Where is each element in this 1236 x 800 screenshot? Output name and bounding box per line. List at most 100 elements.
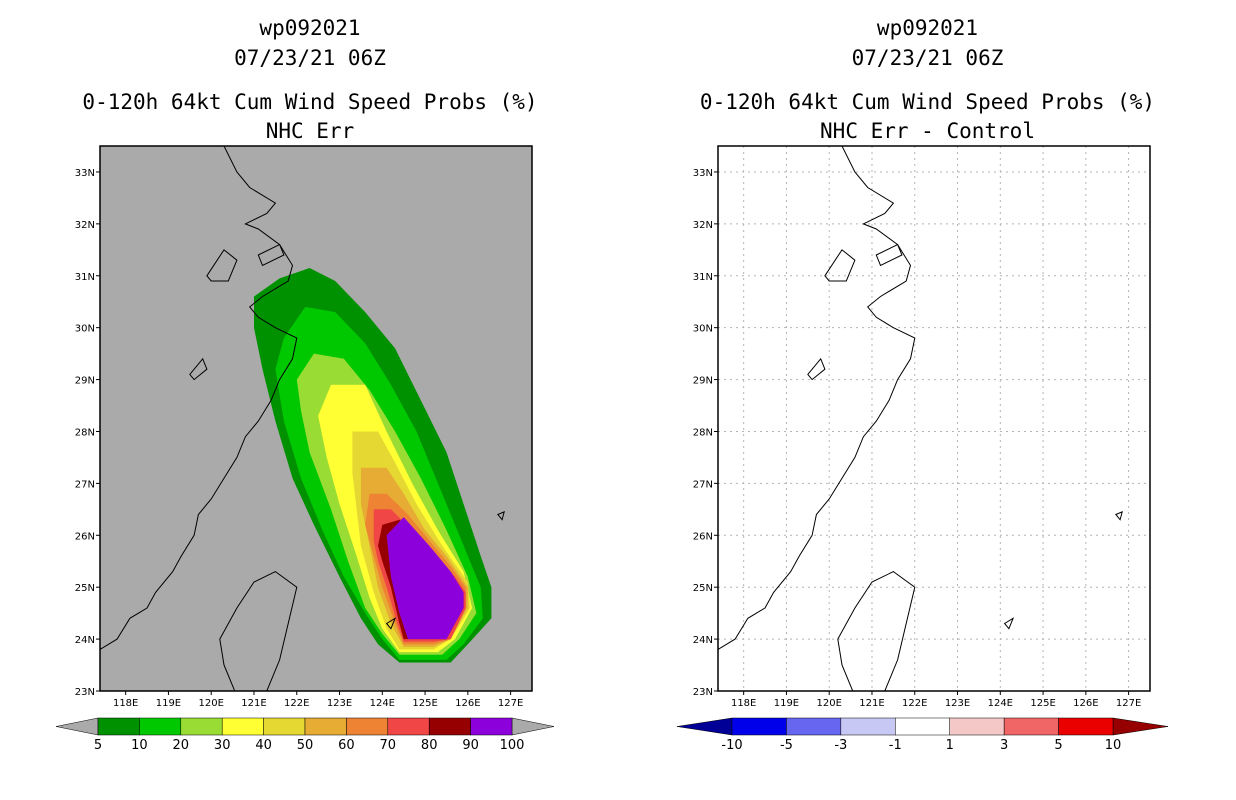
colorbar-swatch bbox=[895, 717, 950, 736]
colorbar-label: -3 bbox=[834, 738, 847, 753]
y-tick-label: 33N bbox=[75, 168, 95, 179]
lake-outline bbox=[206, 249, 238, 282]
y-tick-label: 29N bbox=[693, 376, 713, 387]
colorbar-label: 80 bbox=[421, 738, 438, 753]
y-tick-label: 27N bbox=[693, 479, 713, 490]
y-tick-label: 29N bbox=[75, 376, 95, 387]
x-tick-label: 119E bbox=[156, 698, 181, 709]
colorbar-swatch bbox=[263, 717, 306, 736]
left-title-line-4: NHC Err bbox=[265, 119, 355, 143]
colorbar-label: 70 bbox=[380, 738, 397, 753]
colorbar-label: -10 bbox=[721, 738, 742, 753]
x-tick-label: 126E bbox=[455, 698, 480, 709]
colorbar-label: 10 bbox=[131, 738, 148, 753]
left-title-line-2: 07/23/21 06Z bbox=[234, 46, 386, 70]
y-tick-label: 30N bbox=[75, 324, 95, 335]
y-tick-label: 23N bbox=[75, 687, 95, 698]
colorbar-swatch bbox=[470, 717, 513, 736]
colorbar-label: -1 bbox=[889, 738, 902, 753]
colorbar-right-arrow bbox=[1112, 717, 1169, 736]
x-tick-label: 122E bbox=[902, 698, 927, 709]
left-title-line-1: wp092021 bbox=[259, 16, 361, 40]
y-tick-label: 31N bbox=[693, 272, 713, 283]
colorbar-swatch bbox=[840, 717, 896, 736]
x-tick-label: 118E bbox=[113, 698, 138, 709]
colorbar-label: 20 bbox=[173, 738, 190, 753]
colorbar-label: -5 bbox=[780, 738, 793, 753]
colorbar-swatch bbox=[387, 717, 430, 736]
colorbar-label: 10 bbox=[1105, 738, 1122, 753]
island-outline bbox=[1003, 617, 1015, 630]
taiwan-coastline bbox=[219, 571, 298, 691]
y-tick-label: 24N bbox=[75, 635, 95, 646]
x-tick-label: 127E bbox=[498, 698, 523, 709]
chongming-island bbox=[257, 243, 285, 267]
colorbar-left-arrow bbox=[676, 717, 733, 736]
colorbar-swatch bbox=[1003, 717, 1059, 736]
colorbar-label: 40 bbox=[255, 738, 272, 753]
left-colorbar: 5 10 20 30 40 50 60 70 80 90 100 bbox=[55, 717, 555, 753]
colorbar-label: 100 bbox=[500, 738, 525, 753]
map-frame bbox=[717, 145, 1151, 692]
colorbar-swatch bbox=[786, 717, 842, 736]
x-tick-label: 120E bbox=[199, 698, 224, 709]
colorbar-label: 30 bbox=[214, 738, 231, 753]
lake-outline-small bbox=[189, 357, 208, 381]
x-tick-label: 125E bbox=[412, 698, 437, 709]
colorbar-label: 90 bbox=[462, 738, 479, 753]
island-outline bbox=[1114, 511, 1123, 521]
x-tick-label: 124E bbox=[370, 698, 395, 709]
colorbar-swatch bbox=[1058, 717, 1114, 736]
colorbar-label: 3 bbox=[1000, 738, 1008, 753]
china-coastline bbox=[100, 146, 298, 650]
colorbar-swatch bbox=[180, 717, 223, 736]
map-frame bbox=[99, 145, 533, 692]
colorbar-label: 1 bbox=[946, 738, 954, 753]
colorbar-swatch bbox=[346, 717, 389, 736]
right-title-line-3: 0-120h 64kt Cum Wind Speed Probs (%) bbox=[699, 90, 1156, 114]
y-tick-label: 24N bbox=[693, 635, 713, 646]
y-tick-label: 25N bbox=[75, 583, 95, 594]
lake-outline bbox=[824, 249, 856, 282]
colorbar-swatch bbox=[221, 717, 264, 736]
colorbar-swatch bbox=[97, 717, 140, 736]
y-tick-label: 32N bbox=[693, 220, 713, 231]
y-tick-label: 28N bbox=[693, 427, 713, 438]
taiwan-coastline bbox=[837, 571, 916, 691]
x-tick-label: 119E bbox=[774, 698, 799, 709]
x-tick-label: 120E bbox=[817, 698, 842, 709]
colorbar-swatch bbox=[428, 717, 471, 736]
x-tick-label: 126E bbox=[1073, 698, 1098, 709]
y-tick-label: 33N bbox=[693, 168, 713, 179]
prob-contour-90 bbox=[386, 517, 464, 640]
right-map-panel: 118E 119E 120E 121E 122E 123E 124E 125E 126E 127E… bbox=[693, 145, 1151, 709]
colorbar-swatch bbox=[304, 717, 347, 736]
colorbar-label: 5 bbox=[94, 738, 102, 753]
colorbar-label: 5 bbox=[1054, 738, 1062, 753]
x-tick-label: 125E bbox=[1030, 698, 1055, 709]
colorbar-swatch bbox=[731, 717, 787, 736]
x-tick-label: 118E bbox=[731, 698, 756, 709]
y-tick-label: 25N bbox=[693, 583, 713, 594]
colorbar-right-arrow bbox=[511, 717, 555, 736]
right-title-line-1: wp092021 bbox=[876, 16, 979, 40]
colorbar-label: 50 bbox=[297, 738, 314, 753]
island-outline bbox=[496, 511, 505, 521]
right-colorbar: -10 -5 -3 -1 1 3 5 10 bbox=[676, 717, 1169, 753]
lake-outline-small bbox=[807, 357, 826, 381]
y-tick-label: 26N bbox=[75, 531, 95, 542]
x-tick-label: 121E bbox=[859, 698, 884, 709]
colorbar-swatch bbox=[949, 717, 1005, 736]
y-tick-label: 31N bbox=[75, 272, 95, 283]
x-tick-label: 123E bbox=[327, 698, 352, 709]
right-title-line-4: NHC Err - Control bbox=[820, 119, 1035, 143]
y-tick-label: 28N bbox=[75, 427, 95, 438]
x-tick-label: 121E bbox=[241, 698, 266, 709]
left-map-panel: 118E 119E 120E 121E 122E 123E 124E 125E 126E 127E… bbox=[75, 145, 533, 709]
y-tick-label: 26N bbox=[693, 531, 713, 542]
chongming-island bbox=[875, 243, 903, 267]
island-outline bbox=[385, 617, 397, 630]
y-tick-label: 27N bbox=[75, 479, 95, 490]
y-tick-label: 30N bbox=[693, 324, 713, 335]
